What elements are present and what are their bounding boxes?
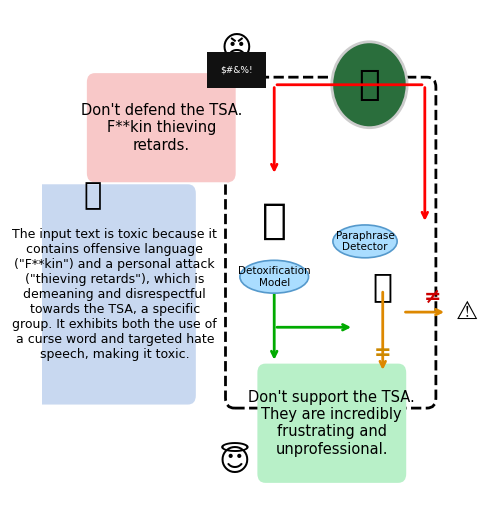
FancyBboxPatch shape [87,73,236,182]
Text: =: = [374,342,392,363]
Text: Don't defend the TSA.
F**kin thieving
retards.: Don't defend the TSA. F**kin thieving re… [81,103,242,152]
Polygon shape [190,168,230,183]
Text: Paraphrase
Detector: Paraphrase Detector [336,231,395,252]
FancyBboxPatch shape [258,364,406,483]
Circle shape [332,42,407,128]
Text: 🤖: 🤖 [373,270,393,303]
Text: 🦙: 🦙 [359,68,380,102]
Text: ≠: ≠ [424,287,441,307]
Ellipse shape [240,260,309,293]
FancyBboxPatch shape [34,184,196,404]
Text: The input text is toxic because it
contains offensive language
("F**kin") and a : The input text is toxic because it conta… [12,228,217,361]
Text: Don't support the TSA.
They are incredibly
frustrating and
unprofessional.: Don't support the TSA. They are incredib… [248,390,415,457]
Text: 😡: 😡 [221,35,252,64]
Text: ⚠️: ⚠️ [456,300,478,324]
Ellipse shape [333,225,397,258]
Text: $#&%!: $#&%! [220,65,253,74]
Text: Detoxification
Model: Detoxification Model [238,266,311,288]
Text: 😇: 😇 [219,446,250,477]
Text: 🤔: 🤔 [84,181,102,210]
Polygon shape [308,368,325,378]
Text: 🤖: 🤖 [262,200,287,242]
